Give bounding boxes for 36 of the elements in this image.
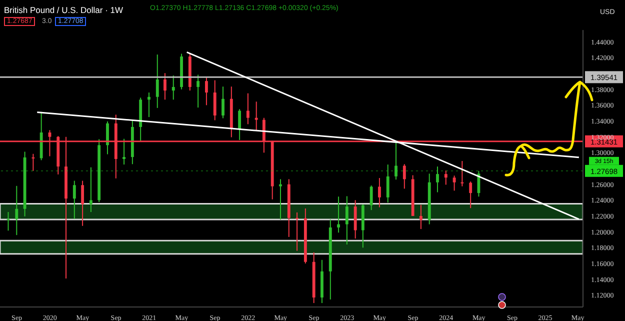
candlestick — [89, 166, 92, 213]
candlestick — [164, 72, 166, 100]
candlestick — [196, 74, 200, 108]
candlestick — [156, 54, 159, 108]
candlestick — [222, 86, 224, 119]
candlestick — [72, 180, 76, 220]
candlestick — [296, 212, 298, 252]
candlestick — [394, 140, 398, 180]
candlestick — [444, 170, 448, 186]
candlestick — [337, 196, 340, 234]
candlestick — [469, 181, 472, 209]
chart-title: British Pound / U.S. Dollar · 1W — [4, 5, 124, 15]
candlestick — [452, 175, 456, 192]
candlestick — [81, 180, 84, 226]
candlestick — [477, 170, 480, 198]
candlestick — [213, 80, 216, 121]
candlestick — [370, 185, 373, 211]
candlestick — [238, 108, 242, 141]
candlestick — [122, 138, 126, 166]
candlestick — [32, 153, 35, 172]
candlestick — [15, 185, 18, 236]
candlestick — [254, 101, 258, 132]
candlestick — [279, 178, 282, 220]
candlestick — [354, 200, 357, 240]
candlestick — [378, 177, 381, 208]
candlestick — [148, 92, 150, 118]
candlestick — [106, 120, 109, 155]
candlestick — [402, 164, 406, 190]
candlestick — [436, 166, 439, 193]
candlestick — [345, 196, 348, 245]
candlestick — [419, 204, 422, 230]
candlestick — [460, 160, 464, 187]
candlestick — [205, 76, 208, 106]
candlestick — [246, 92, 250, 125]
candlestick — [172, 75, 175, 100]
candlestick — [386, 164, 390, 204]
